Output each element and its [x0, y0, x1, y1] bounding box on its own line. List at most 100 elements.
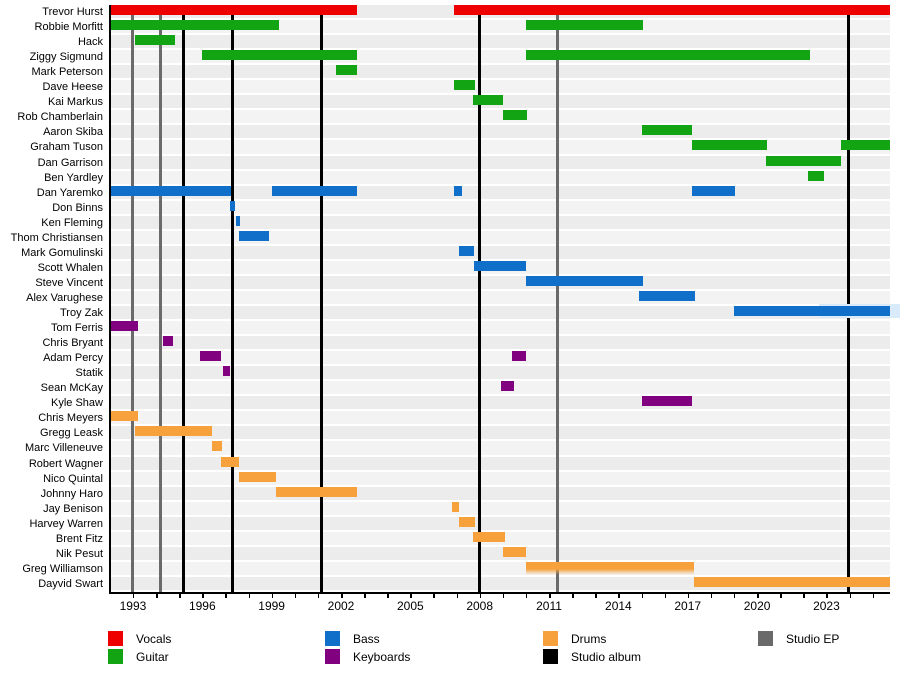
row-stripe — [111, 275, 890, 289]
legend-swatch-studio-album — [543, 649, 558, 664]
member-label-ben-yardley: Ben Yardley — [44, 171, 103, 184]
year-tick — [687, 594, 690, 598]
member-stint-bar-keyboards — [163, 336, 174, 347]
member-stint-bar-keyboards — [512, 351, 526, 362]
studio-album-line — [319, 5, 323, 592]
member-stint-bar-bass — [692, 185, 736, 196]
member-label-alex-varughese: Alex Varughese — [26, 291, 103, 304]
year-tick — [271, 594, 274, 598]
year-tick — [780, 594, 782, 598]
legend-label-studio-ep: Studio EP — [786, 631, 840, 646]
member-label-kai-markus: Kai Markus — [47, 96, 103, 109]
x-axis-line — [109, 592, 890, 594]
legend-swatch-bass — [325, 631, 340, 646]
year-tick-label: 2020 — [743, 599, 771, 613]
member-stint-bar-bass — [733, 306, 890, 317]
member-label-harvey-warren: Harvey Warren — [29, 517, 103, 530]
year-tick — [317, 594, 320, 598]
row-stripe — [111, 306, 890, 320]
member-stint-bar-drums — [525, 561, 694, 575]
row-stripe — [111, 20, 890, 34]
legend-swatch-drums — [543, 631, 558, 646]
legend-item-studio-album: Studio album — [543, 649, 641, 664]
row-stripe — [111, 411, 890, 425]
member-stint-bar-bass — [525, 275, 643, 286]
member-stint-bar-drums — [135, 426, 212, 437]
year-tick — [525, 594, 528, 598]
year-tick — [872, 594, 875, 598]
member-stint-bar-keyboards — [111, 321, 138, 332]
year-tick — [248, 594, 251, 598]
legend-swatch-studio-ep — [758, 631, 773, 646]
year-tick — [710, 594, 713, 598]
member-stint-bar-bass — [235, 215, 241, 226]
year-tick — [757, 594, 759, 598]
row-stripe — [111, 321, 890, 335]
year-tick — [341, 594, 343, 598]
member-stint-bar-bass — [639, 290, 695, 301]
row-stripe — [111, 245, 890, 259]
member-label-mark-peterson: Mark Peterson — [31, 66, 103, 79]
member-stint-bar-guitar — [202, 50, 358, 61]
year-tick — [156, 594, 158, 598]
year-tick — [225, 594, 227, 598]
member-label-gregg-leask: Gregg Leask — [40, 427, 103, 440]
member-label-troy-zak: Troy Zak — [60, 307, 103, 320]
member-stint-bar-keyboards — [500, 381, 515, 392]
member-stint-bar-guitar — [807, 170, 825, 181]
row-stripe — [111, 155, 890, 169]
row-stripe — [111, 351, 890, 365]
year-tick-label: 1999 — [258, 599, 285, 613]
member-stint-bar-guitar — [502, 110, 528, 121]
year-tick-label: 2002 — [327, 599, 355, 613]
member-label-adam-percy: Adam Percy — [43, 352, 103, 365]
member-label-thom-christiansen: Thom Christiansen — [10, 231, 103, 244]
row-stripe — [111, 366, 890, 380]
year-tick — [618, 594, 620, 598]
year-tick — [387, 594, 389, 598]
member-stint-bar-guitar — [111, 20, 279, 31]
member-label-scott-whalen: Scott Whalen — [37, 261, 103, 274]
year-tick-label: 1996 — [188, 599, 216, 613]
member-stint-bar-guitar — [454, 80, 476, 91]
member-label-kyle-shaw: Kyle Shaw — [51, 397, 103, 410]
member-label-chris-meyers: Chris Meyers — [38, 412, 103, 425]
member-stint-bar-guitar — [692, 140, 768, 151]
member-stint-bar-vocals — [111, 5, 358, 15]
member-stint-bar-drums — [276, 486, 358, 497]
member-stint-bar-keyboards — [199, 351, 221, 362]
member-stint-bar-bass — [230, 200, 235, 211]
member-stint-bar-bass — [111, 185, 232, 196]
row-stripe — [111, 336, 890, 350]
member-label-ken-fleming: Ken Fleming — [41, 216, 103, 229]
row-stripe — [111, 80, 890, 94]
member-label-dayvid-swart: Dayvid Swart — [38, 577, 103, 590]
member-label-sean-mckay: Sean McKay — [40, 382, 103, 395]
year-tick-label: 2005 — [396, 599, 424, 613]
row-stripe — [111, 125, 890, 139]
member-label-nico-quintal: Nico Quintal — [43, 472, 103, 485]
legend-label-guitar: Guitar — [136, 649, 169, 664]
member-label-dan-garrison: Dan Garrison — [37, 156, 103, 169]
row-stripe — [111, 230, 890, 244]
member-label-hack: Hack — [77, 36, 103, 49]
member-label-chris-bryant: Chris Bryant — [42, 337, 103, 350]
year-tick — [641, 594, 643, 598]
legend-label-vocals: Vocals — [136, 631, 172, 646]
year-tick — [202, 594, 204, 598]
member-label-greg-williamson: Greg Williamson — [22, 562, 103, 575]
studio-album-line — [182, 5, 186, 592]
year-tick — [849, 594, 852, 598]
row-stripe — [111, 396, 890, 410]
member-stint-bar-bass — [458, 245, 474, 256]
year-tick — [595, 594, 597, 598]
row-stripe — [111, 170, 890, 184]
member-stint-bar-drums — [693, 576, 890, 587]
year-tick — [364, 594, 366, 598]
row-stripe — [111, 110, 890, 124]
legend-label-bass: Bass — [353, 631, 380, 646]
legend-swatch-keyboards — [325, 649, 340, 664]
year-tick — [664, 594, 667, 598]
member-stint-bar-drums — [458, 516, 476, 527]
